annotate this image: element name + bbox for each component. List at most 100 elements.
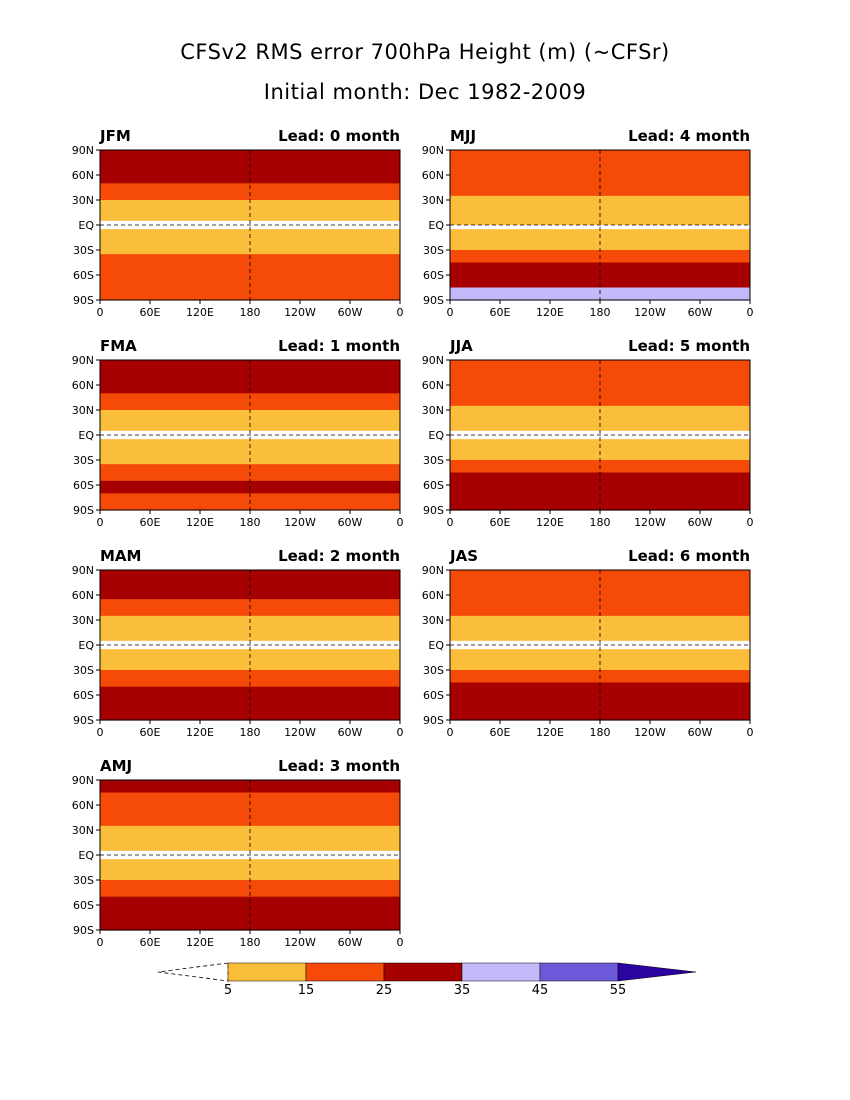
rms-band xyxy=(100,468,400,474)
rms-band xyxy=(100,636,400,642)
colorbar-tick-label: 5 xyxy=(224,983,232,998)
chart-subtitle: Initial month: Dec 1982-2009 xyxy=(263,80,587,104)
colorbar-segment xyxy=(461,962,541,982)
y-tick-label: 90S xyxy=(73,294,94,307)
rms-band xyxy=(450,279,750,284)
rms-band xyxy=(100,796,400,802)
rms-band xyxy=(450,208,750,214)
rms-band xyxy=(450,707,750,713)
x-tick-label: 0 xyxy=(97,726,104,739)
rms-band xyxy=(100,825,400,831)
y-tick-label: 60S xyxy=(73,899,94,912)
rms-band xyxy=(100,917,400,923)
x-tick-label: 120E xyxy=(536,726,564,739)
rms-band xyxy=(100,670,400,675)
rms-band xyxy=(450,195,750,201)
rms-band xyxy=(100,229,400,234)
rms-band xyxy=(100,586,400,592)
x-tick-label: 60E xyxy=(490,726,511,739)
rms-band xyxy=(450,574,750,579)
y-tick-label: 30N xyxy=(72,194,94,207)
rms-band xyxy=(450,258,750,264)
rms-band xyxy=(100,364,400,369)
rms-band xyxy=(100,208,400,214)
y-tick-label: 90N xyxy=(72,354,94,367)
y-tick-label: 60S xyxy=(423,479,444,492)
panel-season-label: JAS xyxy=(449,547,478,565)
y-tick-label: 60S xyxy=(423,689,444,702)
rms-band xyxy=(450,607,750,613)
colorbar-tick-label: 25 xyxy=(376,983,393,998)
y-tick-label: 90N xyxy=(72,774,94,787)
y-tick-label: 30S xyxy=(73,664,94,677)
x-tick-label: 120E xyxy=(186,306,214,319)
y-tick-label: 90S xyxy=(423,504,444,517)
y-tick-label: 60N xyxy=(422,379,444,392)
x-tick-label: 180 xyxy=(240,306,261,319)
x-tick-label: 120W xyxy=(634,306,666,319)
y-tick-label: 90S xyxy=(73,714,94,727)
rms-band xyxy=(450,237,750,243)
y-tick-label: 90N xyxy=(72,564,94,577)
rms-band xyxy=(450,439,750,444)
rms-band xyxy=(100,867,400,873)
y-tick-label: 60N xyxy=(422,169,444,182)
rms-band xyxy=(450,364,750,369)
rms-band xyxy=(100,615,400,621)
y-tick-label: 30N xyxy=(422,404,444,417)
x-tick-label: 180 xyxy=(240,726,261,739)
rms-band xyxy=(100,838,400,844)
y-tick-label: 90N xyxy=(422,564,444,577)
y-tick-label: EQ xyxy=(428,639,444,652)
x-tick-label: 60E xyxy=(490,516,511,529)
x-tick-label: 0 xyxy=(747,306,754,319)
panel-season-label: MAM xyxy=(100,547,141,565)
x-tick-label: 120W xyxy=(284,726,316,739)
rms-band xyxy=(100,707,400,713)
colorbar: 5 15 25 35 45 55 xyxy=(157,962,697,998)
rms-band xyxy=(450,175,750,180)
rms-band xyxy=(450,447,750,453)
y-tick-label: 30N xyxy=(422,194,444,207)
y-tick-label: 30N xyxy=(422,614,444,627)
rms-band xyxy=(100,497,400,503)
rms-band xyxy=(100,678,400,684)
x-tick-label: 60E xyxy=(140,936,161,949)
rms-band xyxy=(450,586,750,592)
x-tick-label: 180 xyxy=(240,936,261,949)
rms-band xyxy=(100,699,400,704)
rms-band xyxy=(100,846,400,852)
rms-band xyxy=(100,250,400,255)
rms-band xyxy=(450,426,750,432)
y-tick-label: 60S xyxy=(73,689,94,702)
y-tick-label: 60N xyxy=(72,379,94,392)
rms-band xyxy=(100,385,400,390)
y-tick-label: 90S xyxy=(73,924,94,937)
rms-band xyxy=(450,615,750,621)
rms-band xyxy=(100,376,400,382)
y-tick-label: 30S xyxy=(423,664,444,677)
x-tick-label: 60E xyxy=(140,306,161,319)
rms-band xyxy=(100,711,400,717)
panel-season-label: JFM xyxy=(99,127,131,145)
rms-band xyxy=(450,489,750,494)
y-tick-label: EQ xyxy=(78,429,94,442)
rms-band xyxy=(100,607,400,613)
x-tick-label: 0 xyxy=(397,306,404,319)
rms-band xyxy=(100,291,400,297)
rms-band xyxy=(450,187,750,193)
x-tick-label: 60W xyxy=(338,516,363,529)
y-tick-label: 60N xyxy=(422,589,444,602)
rms-band xyxy=(100,447,400,453)
x-tick-label: 60E xyxy=(140,726,161,739)
colorbar-below-extension xyxy=(157,962,229,982)
y-tick-label: 30S xyxy=(423,244,444,257)
rms-band xyxy=(450,468,750,474)
x-tick-label: 0 xyxy=(447,516,454,529)
y-tick-label: 30N xyxy=(72,404,94,417)
